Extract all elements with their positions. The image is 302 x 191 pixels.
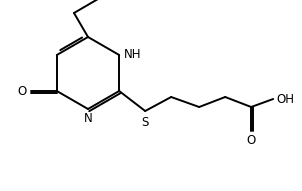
Text: OH: OH <box>276 92 294 105</box>
Text: O: O <box>18 84 27 97</box>
Text: S: S <box>142 116 149 129</box>
Text: O: O <box>246 134 256 147</box>
Text: NH: NH <box>124 48 142 61</box>
Text: N: N <box>84 112 92 125</box>
